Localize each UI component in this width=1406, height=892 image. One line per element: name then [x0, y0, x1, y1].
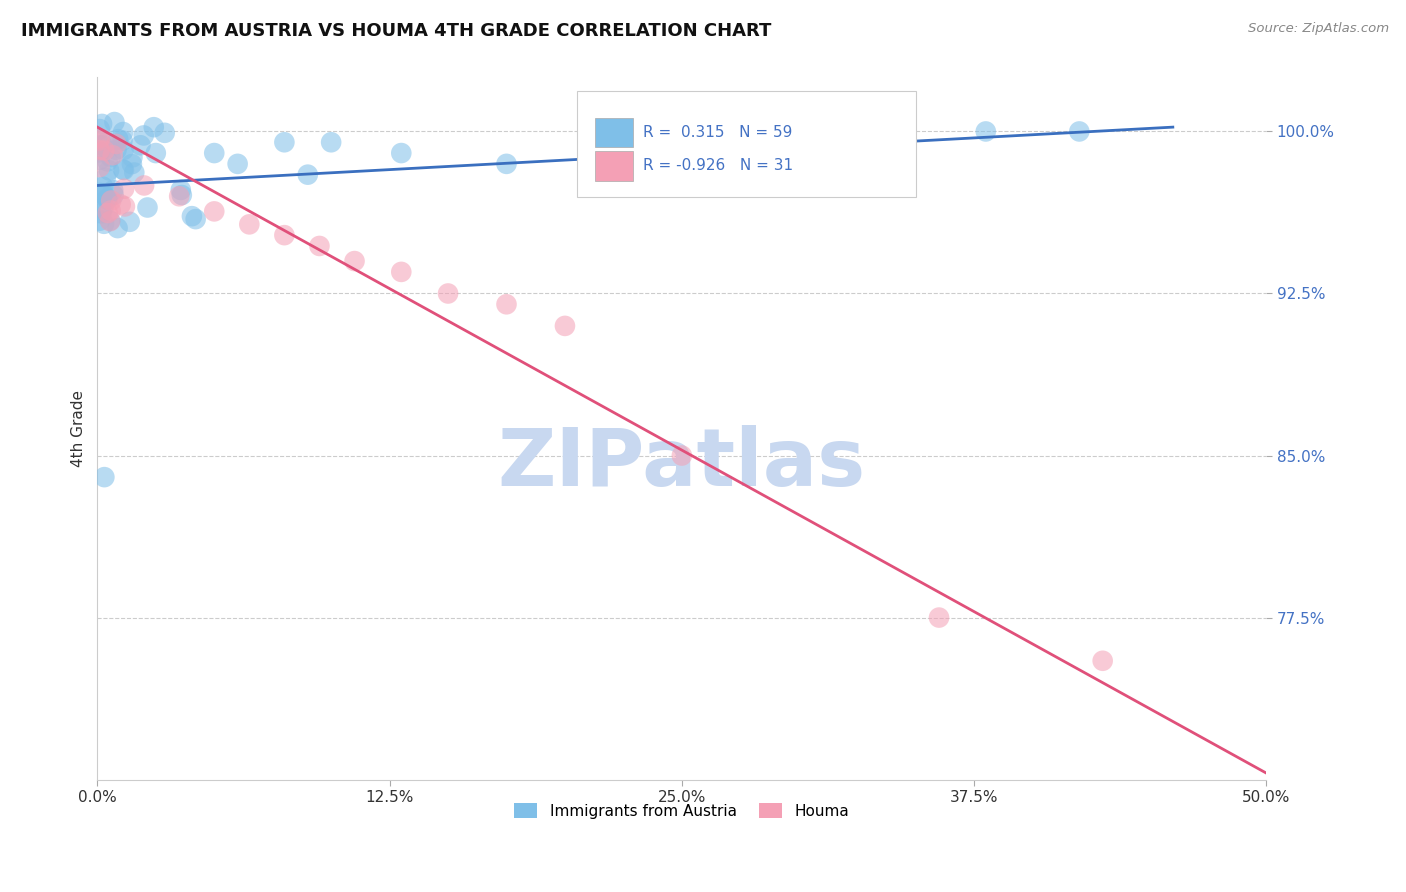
- Point: [98, 213, 121, 227]
- Point: [89, 153, 111, 167]
- Point: [495, 297, 517, 311]
- Point: [495, 157, 517, 171]
- Point: [1091, 654, 1114, 668]
- Point: [170, 188, 193, 202]
- Point: [153, 126, 176, 140]
- Point: [89, 137, 111, 152]
- Point: [132, 128, 155, 143]
- Point: [110, 197, 132, 211]
- Point: [928, 610, 950, 624]
- Point: [121, 150, 143, 164]
- Point: [273, 228, 295, 243]
- Point: [89, 160, 111, 174]
- Point: [226, 157, 249, 171]
- Point: [112, 182, 135, 196]
- Point: [671, 449, 693, 463]
- FancyBboxPatch shape: [595, 151, 633, 180]
- Point: [167, 189, 190, 203]
- Point: [96, 135, 118, 149]
- Point: [89, 133, 111, 147]
- Point: [112, 163, 135, 178]
- Point: [91, 186, 114, 201]
- Point: [105, 136, 128, 151]
- Point: [308, 239, 330, 253]
- Point: [89, 186, 111, 200]
- FancyBboxPatch shape: [576, 92, 915, 197]
- Point: [202, 146, 225, 161]
- Point: [321, 135, 343, 149]
- Point: [103, 115, 125, 129]
- Point: [124, 165, 146, 179]
- Point: [132, 178, 155, 193]
- Point: [111, 134, 134, 148]
- FancyBboxPatch shape: [595, 118, 633, 147]
- Point: [96, 191, 118, 205]
- Text: R = -0.926   N = 31: R = -0.926 N = 31: [644, 158, 793, 173]
- Point: [90, 186, 112, 201]
- Point: [103, 183, 125, 197]
- Text: R =  0.315   N = 59: R = 0.315 N = 59: [644, 125, 793, 140]
- Point: [1069, 124, 1091, 138]
- Point: [91, 117, 114, 131]
- Point: [100, 150, 122, 164]
- Point: [96, 154, 118, 169]
- Point: [100, 203, 122, 218]
- Point: [112, 143, 135, 157]
- Point: [89, 213, 111, 227]
- Point: [112, 125, 135, 139]
- Point: [129, 138, 152, 153]
- Point: [136, 201, 159, 215]
- Point: [273, 135, 295, 149]
- Point: [96, 193, 118, 207]
- Point: [89, 145, 111, 160]
- Legend: Immigrants from Austria, Houma: Immigrants from Austria, Houma: [508, 797, 855, 824]
- Point: [974, 124, 997, 138]
- Point: [170, 183, 193, 197]
- Point: [93, 144, 115, 158]
- Point: [107, 221, 129, 235]
- Point: [97, 206, 120, 220]
- Point: [98, 214, 121, 228]
- Point: [389, 265, 412, 279]
- Point: [389, 146, 412, 161]
- Point: [297, 168, 319, 182]
- Point: [93, 470, 115, 484]
- Point: [111, 162, 134, 177]
- Point: [121, 157, 143, 171]
- Point: [114, 199, 136, 213]
- Point: [184, 212, 207, 227]
- Point: [554, 318, 576, 333]
- Text: Source: ZipAtlas.com: Source: ZipAtlas.com: [1249, 22, 1389, 36]
- Text: ZIPatlas: ZIPatlas: [498, 425, 866, 502]
- Point: [91, 138, 114, 153]
- Point: [238, 218, 260, 232]
- Point: [101, 148, 124, 162]
- Point: [98, 163, 121, 178]
- Y-axis label: 4th Grade: 4th Grade: [72, 390, 86, 467]
- Point: [100, 194, 122, 208]
- Point: [89, 122, 111, 136]
- Point: [343, 254, 366, 268]
- Text: IMMIGRANTS FROM AUSTRIA VS HOUMA 4TH GRADE CORRELATION CHART: IMMIGRANTS FROM AUSTRIA VS HOUMA 4TH GRA…: [21, 22, 772, 40]
- Point: [90, 206, 112, 220]
- Point: [103, 188, 125, 202]
- Point: [89, 143, 111, 157]
- Point: [93, 200, 115, 214]
- Point: [180, 209, 202, 223]
- Point: [202, 204, 225, 219]
- Point: [142, 120, 165, 135]
- Point: [93, 217, 115, 231]
- Point: [89, 131, 111, 145]
- Point: [107, 132, 129, 146]
- Point: [91, 202, 114, 216]
- Point: [437, 286, 460, 301]
- Point: [105, 143, 128, 157]
- Point: [94, 170, 117, 185]
- Point: [145, 146, 167, 161]
- Point: [118, 215, 141, 229]
- Point: [91, 179, 114, 194]
